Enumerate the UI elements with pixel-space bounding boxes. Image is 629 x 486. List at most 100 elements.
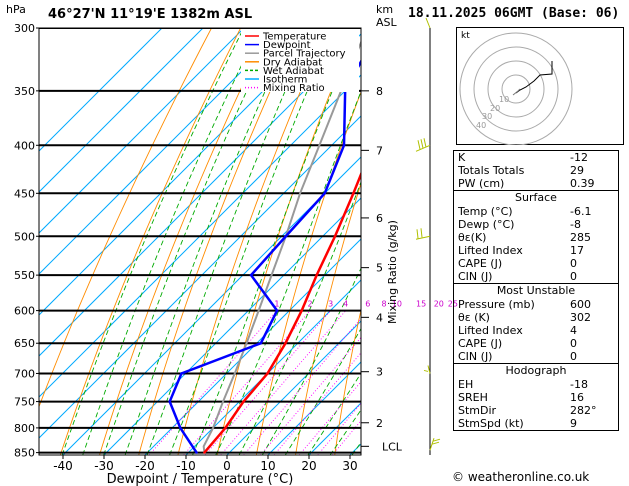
x-axis-label: Dewpoint / Temperature (°C)	[107, 472, 294, 486]
indices-row: StmSpd (kt) 9	[454, 417, 618, 430]
dewpoint-point	[275, 309, 279, 312]
pressure-tick-label: 800	[14, 422, 35, 435]
isotherm-line	[39, 115, 361, 439]
dry-adiabat	[295, 181, 361, 455]
mixing-ratio-label: 10	[392, 300, 402, 309]
hodo-ring-40	[459, 32, 573, 145]
mixing-ratio-label: 2	[308, 300, 313, 309]
pressure-tick-label: 700	[14, 367, 35, 380]
temperature-tick-label: 30	[342, 459, 357, 473]
indices-row: CAPE (J) 0	[454, 257, 618, 270]
index-label: θε (K)	[458, 311, 490, 324]
index-label: Dewp (°C)	[458, 218, 515, 231]
wet-adiabat	[146, 28, 314, 455]
indices-row: θε (K) 302	[454, 311, 618, 324]
wind-barb	[425, 17, 431, 29]
hodo-ring-label: 20	[490, 104, 500, 113]
index-value: 0	[570, 257, 577, 270]
wind-barb	[423, 365, 431, 374]
isotherm-line	[144, 238, 361, 455]
index-label: CIN (J)	[458, 350, 493, 363]
location-title: 46°27'N 11°19'E 1382m ASL	[48, 7, 252, 22]
indices-row: EH -18	[454, 378, 618, 391]
temperature-point	[203, 451, 206, 454]
indices-row: SREH 16	[454, 391, 618, 404]
temperature-tick-label: 10	[260, 459, 275, 473]
temperature-point	[333, 235, 337, 238]
dewpoint-point	[195, 451, 198, 454]
dewpoint-point	[259, 342, 263, 345]
index-value: 9	[570, 417, 577, 430]
pressure-tick-label: 750	[14, 396, 35, 409]
index-label: CAPE (J)	[458, 257, 503, 270]
mixing-ratio-label: 3	[328, 300, 333, 309]
index-value: 4	[570, 324, 577, 337]
mixing-ratio-label: 4	[343, 300, 348, 309]
dry-adiabat	[138, 28, 300, 455]
temperature-point	[224, 426, 227, 430]
dewpoint-point	[249, 273, 253, 277]
isotherm-line	[39, 28, 286, 275]
indices-row: Lifted Index 4	[454, 324, 618, 337]
temperature-point	[352, 192, 355, 195]
index-value: 0	[570, 270, 577, 283]
index-value: -8	[570, 218, 581, 231]
hodo-ring-20	[487, 60, 545, 118]
credit: © weatheronline.co.uk	[452, 470, 590, 484]
index-label: Temp (°C)	[458, 205, 513, 218]
dry-adiabat	[216, 28, 358, 455]
mixing-ratio-line	[220, 310, 347, 455]
legend-label: Isotherm	[263, 75, 307, 86]
indices-row: PW (cm) 0.39	[454, 177, 618, 190]
altitude-tick-label: 2	[376, 417, 383, 430]
isotherm-line	[103, 197, 361, 455]
surface-box: Surface Temp (°C) -6.1 Dewp (°C) -8 θε(K) 285…	[453, 191, 619, 284]
temperature-tick-label: -10	[176, 459, 196, 473]
indices-row: K -12	[454, 151, 618, 164]
km-label: km	[376, 3, 393, 16]
temperature-point	[372, 144, 374, 146]
temperature-point	[393, 90, 395, 92]
temperature-tick-label: 20	[301, 459, 316, 473]
wet-adiabat	[103, 28, 277, 455]
isotherm-line	[39, 33, 361, 357]
dry-adiabat	[177, 28, 329, 455]
index-value: 0	[570, 350, 577, 363]
pressure-tick-label: 600	[14, 305, 35, 318]
index-value: -12	[570, 151, 588, 164]
hodo-ring-label: 10	[499, 95, 509, 104]
temperature-tick-label: -20	[135, 459, 155, 473]
indices-row: Lifted Index 17	[454, 244, 618, 257]
dry-adiabat	[99, 28, 271, 455]
index-value: 0	[570, 337, 577, 350]
index-label: StmSpd (kt)	[458, 417, 524, 430]
hodograph-unit: kt	[461, 31, 470, 41]
hodo-ring-label: 40	[476, 121, 486, 130]
indices-row: θε(K) 285	[454, 231, 618, 244]
index-value: 600	[570, 298, 591, 311]
temperature-tick-label: 0	[223, 459, 231, 473]
temperature-point	[242, 400, 245, 403]
forecast-datetime: 18.11.2025 06GMT (Base: 06)	[408, 6, 620, 21]
legend-label: Dewpoint	[263, 40, 311, 51]
index-value: 17	[570, 244, 584, 257]
indices-row: CIN (J) 0	[454, 350, 618, 363]
dewpoint-point	[323, 192, 326, 195]
index-value: 285	[570, 231, 591, 244]
wet-adiabat	[82, 28, 261, 455]
wet-adiabat	[169, 28, 335, 455]
mixing-ratio-label: 8	[381, 300, 386, 309]
wet-adiabat	[192, 28, 359, 455]
mixing-ratio-line	[148, 310, 278, 455]
index-label: CAPE (J)	[458, 337, 503, 350]
temperature-point	[300, 309, 303, 312]
hodograph-storm-motion	[512, 88, 521, 96]
index-label: EH	[458, 378, 474, 391]
index-value: -18	[570, 378, 588, 391]
hodograph-box: Hodograph EH -18 SREH 16 StmDir 282° StmSpd (k…	[453, 364, 619, 431]
mixing-ratio-label: 6	[365, 300, 370, 309]
wet-adiabat	[124, 28, 295, 455]
mixing-ratio-line	[298, 381, 361, 455]
indices-row: Dewp (°C) -8	[454, 218, 618, 231]
